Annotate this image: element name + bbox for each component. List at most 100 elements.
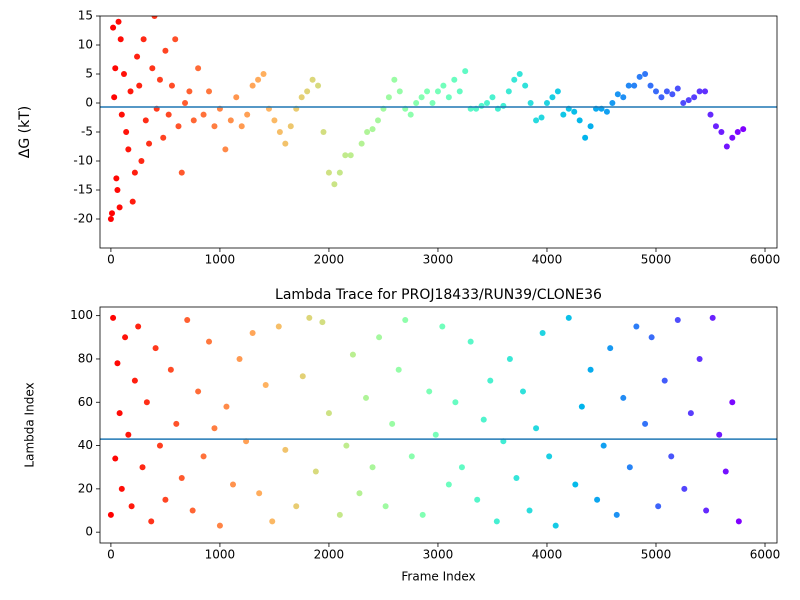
- point: [374, 117, 381, 124]
- point: [299, 373, 306, 380]
- point: [189, 507, 196, 514]
- point: [467, 338, 474, 345]
- point: [140, 36, 147, 43]
- point: [402, 316, 409, 323]
- axes-frame: [99, 306, 778, 544]
- y-tick-label: -15: [73, 183, 93, 197]
- point: [687, 410, 694, 417]
- point: [526, 507, 533, 514]
- point: [543, 100, 550, 106]
- point: [190, 117, 197, 124]
- point: [287, 123, 294, 130]
- point: [298, 94, 305, 101]
- point: [391, 76, 398, 83]
- point: [135, 323, 142, 330]
- point: [114, 187, 121, 193]
- point: [722, 468, 729, 475]
- point: [419, 511, 426, 518]
- point: [474, 496, 481, 503]
- point: [342, 152, 349, 159]
- point: [129, 198, 136, 205]
- x-tick-label: 6000: [750, 548, 781, 562]
- y-tick-label: -20: [73, 212, 93, 226]
- point: [480, 416, 487, 423]
- point: [533, 117, 540, 124]
- point: [723, 143, 730, 150]
- point: [182, 100, 189, 106]
- point: [594, 496, 601, 503]
- point: [142, 117, 149, 124]
- point: [680, 100, 687, 106]
- x-tick-label: 5000: [641, 253, 672, 267]
- point: [513, 475, 520, 482]
- y-tick-label: -10: [73, 154, 93, 168]
- point: [456, 88, 463, 95]
- point: [146, 140, 153, 147]
- point: [500, 102, 507, 109]
- y-tick-label: 0: [85, 96, 93, 110]
- point: [648, 334, 655, 341]
- point: [607, 345, 614, 352]
- point: [668, 453, 675, 460]
- point: [249, 329, 256, 336]
- x-tick-label: 1000: [205, 548, 236, 562]
- point: [184, 316, 191, 323]
- point: [661, 377, 668, 384]
- point: [620, 394, 627, 401]
- point: [703, 507, 710, 514]
- point: [734, 129, 741, 135]
- point: [160, 134, 167, 141]
- point: [363, 394, 370, 401]
- point: [674, 85, 681, 92]
- point: [625, 82, 632, 89]
- point: [156, 76, 163, 83]
- point: [527, 100, 534, 106]
- point: [325, 169, 332, 176]
- point: [260, 71, 267, 77]
- point: [120, 71, 127, 77]
- point: [522, 82, 529, 89]
- point: [255, 76, 262, 83]
- point: [238, 123, 245, 130]
- point: [429, 100, 436, 106]
- x-tick-label: 4000: [532, 253, 563, 267]
- point: [655, 503, 662, 510]
- point: [148, 518, 155, 525]
- point: [740, 126, 747, 133]
- point: [271, 117, 278, 124]
- plot-area: [100, 16, 777, 248]
- point: [128, 503, 135, 510]
- y-tick-label: 5: [85, 67, 93, 81]
- point: [395, 366, 402, 373]
- point: [663, 88, 670, 95]
- point: [127, 88, 134, 95]
- point: [107, 216, 114, 222]
- point: [587, 366, 594, 373]
- point: [162, 47, 169, 54]
- point: [369, 126, 376, 133]
- point: [172, 36, 179, 43]
- y-tick-label: 20: [78, 481, 93, 495]
- point: [233, 94, 240, 101]
- point: [319, 319, 326, 326]
- point: [230, 481, 237, 488]
- point: [227, 117, 234, 124]
- point: [533, 425, 540, 432]
- point: [336, 169, 343, 176]
- point: [451, 76, 458, 83]
- point: [396, 88, 403, 95]
- point: [636, 73, 643, 80]
- point: [458, 464, 465, 471]
- point: [275, 323, 282, 330]
- point: [642, 71, 649, 77]
- x-tick-label: 0: [107, 548, 115, 562]
- point: [200, 453, 207, 460]
- point: [282, 140, 289, 147]
- point: [549, 94, 556, 101]
- point: [108, 210, 115, 217]
- point: [546, 453, 553, 460]
- point: [112, 65, 119, 72]
- point: [578, 403, 585, 410]
- point: [478, 102, 485, 109]
